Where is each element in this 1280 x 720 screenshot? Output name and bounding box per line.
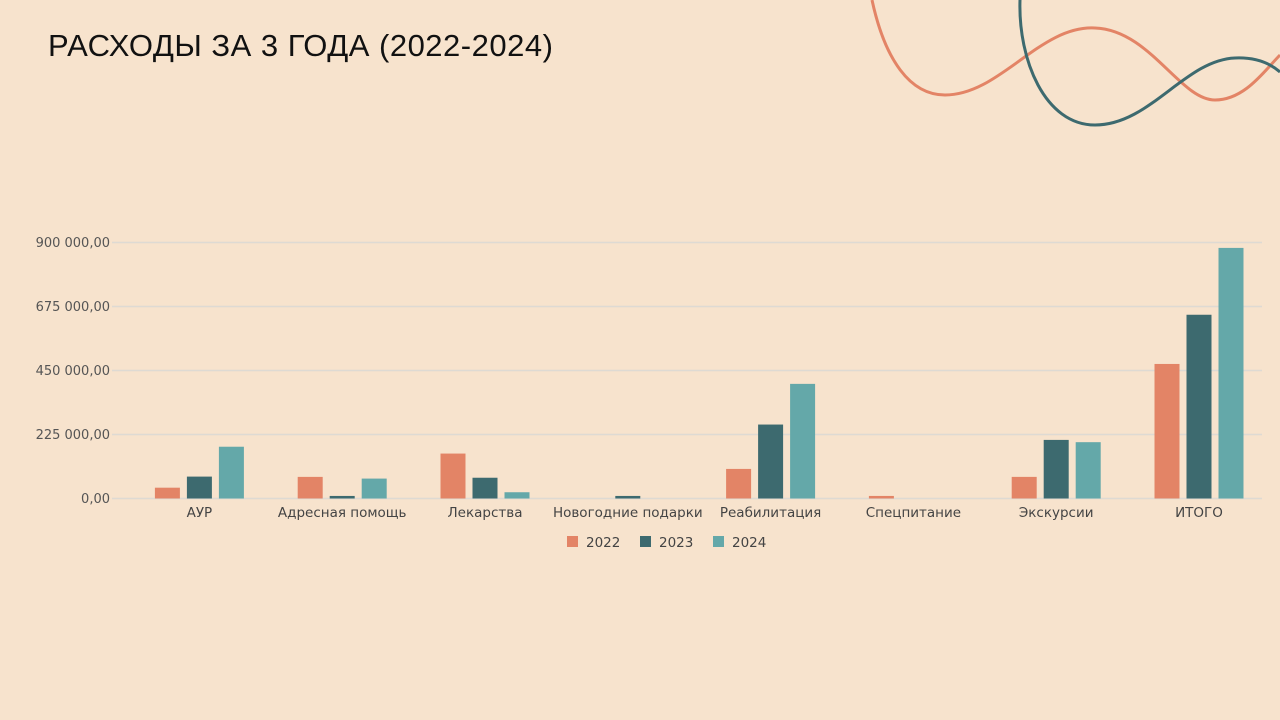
x-category-label: Лекарства [448,505,523,521]
bar-2023 [186,476,212,499]
bar-2022 [297,476,323,499]
x-category-label: АУР [187,505,213,521]
bar-2022 [868,495,894,499]
legend-label: 2023 [659,535,693,551]
bar-2024 [1218,247,1244,499]
bar-2023 [472,477,498,499]
bar-2022 [154,487,180,499]
x-category-label: Реабилитация [720,505,821,521]
x-category-label: Экскурсии [1019,505,1094,521]
decorative-curves [870,0,1280,127]
orange-curve [870,0,1280,102]
legend-label: 2022 [586,535,620,551]
bar-2022 [1154,363,1180,499]
page-title: РАСХОДЫ ЗА 3 ГОДА (2022-2024) [48,28,554,63]
legend-swatch-2023 [640,536,651,547]
bar-2023 [329,495,355,499]
y-tick-label: 675 000,00 [36,300,110,315]
legend-swatch-2024 [713,536,724,547]
bar-2023 [1043,439,1069,499]
bar-2022 [440,453,466,499]
bar-2024 [1075,442,1101,499]
bar-2023 [758,424,784,499]
bar-2022 [726,468,752,499]
bar-2024 [504,492,530,499]
x-category-label: Адресная помощь [278,505,407,521]
x-category-label: Спецпитание [866,505,961,521]
bar-2024 [218,446,244,499]
legend-label: 2024 [732,535,766,551]
bar-2023 [615,495,641,499]
x-category-label: Новогодние подарки [553,505,703,521]
teal-curve [1018,0,1280,127]
y-tick-label: 225 000,00 [36,428,110,443]
legend-swatch-2022 [567,536,578,547]
y-tick-label: 0,00 [81,492,110,507]
bar-2022 [1011,476,1037,499]
bar-2024 [361,478,387,499]
bar-2023 [1186,314,1212,499]
y-tick-label: 450 000,00 [36,364,110,379]
y-tick-label: 900 000,00 [36,236,110,251]
bar-2024 [790,383,816,499]
x-category-label: ИТОГО [1175,505,1223,521]
